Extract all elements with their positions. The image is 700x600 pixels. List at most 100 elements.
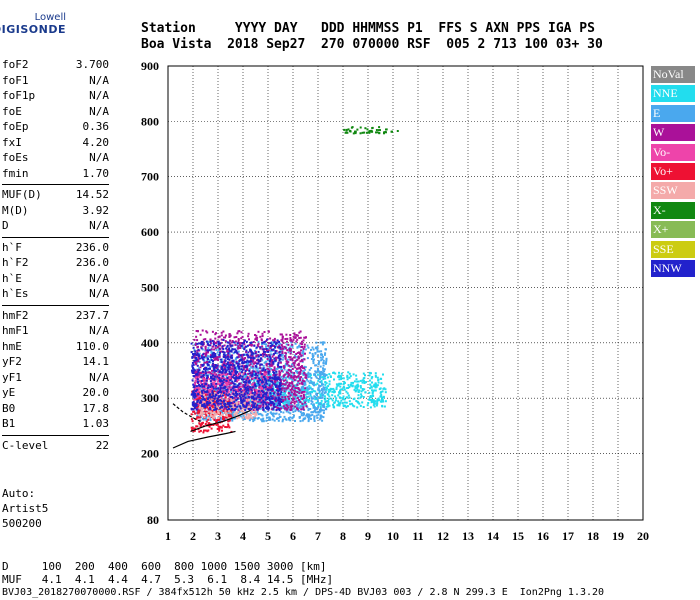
x-tick-label: 8: [340, 529, 346, 543]
data-point: [196, 407, 199, 410]
data-point: [261, 385, 264, 388]
data-point: [300, 354, 303, 357]
data-point: [196, 352, 199, 355]
data-point: [214, 393, 217, 396]
data-point: [338, 403, 341, 406]
data-point: [260, 418, 263, 421]
data-point: [296, 403, 299, 406]
data-point: [261, 359, 264, 362]
data-point: [255, 367, 258, 370]
data-point: [295, 340, 298, 343]
data-point: [352, 373, 355, 376]
data-point: [217, 340, 220, 343]
data-point: [265, 343, 268, 346]
data-point: [218, 355, 221, 358]
data-point: [228, 361, 231, 364]
data-point: [379, 395, 382, 398]
data-point: [281, 420, 284, 423]
data-point: [356, 386, 359, 389]
data-point: [353, 388, 356, 391]
data-point: [227, 420, 230, 423]
data-point: [284, 357, 287, 360]
data-point: [374, 372, 377, 375]
data-point: [268, 355, 271, 358]
data-point: [252, 377, 255, 380]
data-point: [242, 418, 245, 421]
data-point: [277, 399, 280, 402]
data-point: [233, 402, 236, 405]
data-point: [230, 412, 233, 415]
data-point: [210, 387, 213, 390]
data-point: [224, 396, 227, 399]
data-point: [373, 402, 376, 405]
data-point: [197, 370, 200, 373]
data-point: [191, 420, 194, 423]
data-point: [193, 410, 196, 413]
data-point: [209, 354, 212, 357]
data-point: [213, 415, 216, 417]
autoscaling-info: Auto: Artist5 500200: [2, 486, 48, 531]
data-point: [227, 379, 230, 382]
data-point: [250, 349, 253, 352]
data-point: [251, 395, 254, 398]
data-point: [209, 396, 212, 399]
data-point: [213, 408, 216, 411]
data-point: [245, 403, 248, 406]
data-point: [259, 370, 262, 373]
data-point: [243, 360, 246, 363]
data-point: [214, 353, 217, 355]
data-point: [240, 399, 243, 402]
data-point: [317, 404, 320, 407]
data-point: [374, 389, 377, 392]
data-point: [201, 410, 204, 413]
data-point: [270, 391, 273, 393]
data-point: [223, 403, 226, 406]
data-point: [251, 397, 254, 400]
data-point: [302, 408, 305, 411]
data-point: [201, 385, 204, 388]
data-point: [303, 389, 306, 392]
data-point: [257, 342, 260, 345]
data-point: [240, 371, 243, 374]
data-point: [287, 375, 289, 378]
data-point: [252, 404, 255, 407]
data-point: [227, 405, 229, 408]
data-point: [294, 390, 297, 393]
data-point: [224, 334, 227, 337]
data-point: [324, 362, 327, 365]
data-point: [293, 372, 296, 374]
data-point: [216, 400, 218, 402]
data-point: [300, 401, 303, 404]
data-point: [238, 401, 241, 404]
data-point: [221, 380, 224, 383]
data-point: [270, 388, 273, 391]
series-nnw: [190, 338, 283, 412]
data-point: [377, 381, 380, 384]
data-point: [248, 372, 251, 375]
data-point: [259, 367, 262, 370]
data-point: [286, 369, 289, 372]
data-point: [278, 341, 281, 343]
data-point: [272, 415, 275, 418]
data-point: [209, 361, 212, 364]
data-point: [313, 395, 316, 398]
data-point: [235, 376, 238, 378]
data-point: [303, 380, 306, 383]
data-point: [332, 403, 335, 406]
data-point: [198, 416, 201, 419]
data-point: [331, 394, 334, 397]
y-tick-label: 900: [141, 59, 159, 73]
data-point: [325, 359, 328, 362]
data-point: [215, 420, 218, 423]
data-point: [324, 381, 327, 383]
data-point: [307, 420, 310, 423]
data-point: [228, 426, 231, 429]
data-point: [285, 386, 288, 389]
data-point: [273, 367, 276, 370]
data-point: [195, 394, 198, 397]
data-point: [277, 419, 280, 422]
data-point: [322, 364, 325, 367]
data-point: [251, 416, 254, 419]
data-point: [313, 418, 316, 421]
data-point: [319, 407, 322, 410]
